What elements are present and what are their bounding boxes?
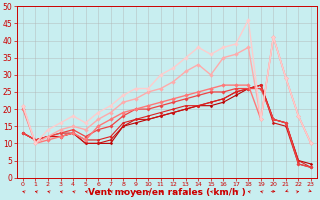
- X-axis label: Vent moyen/en rafales ( km/h ): Vent moyen/en rafales ( km/h ): [88, 188, 246, 197]
